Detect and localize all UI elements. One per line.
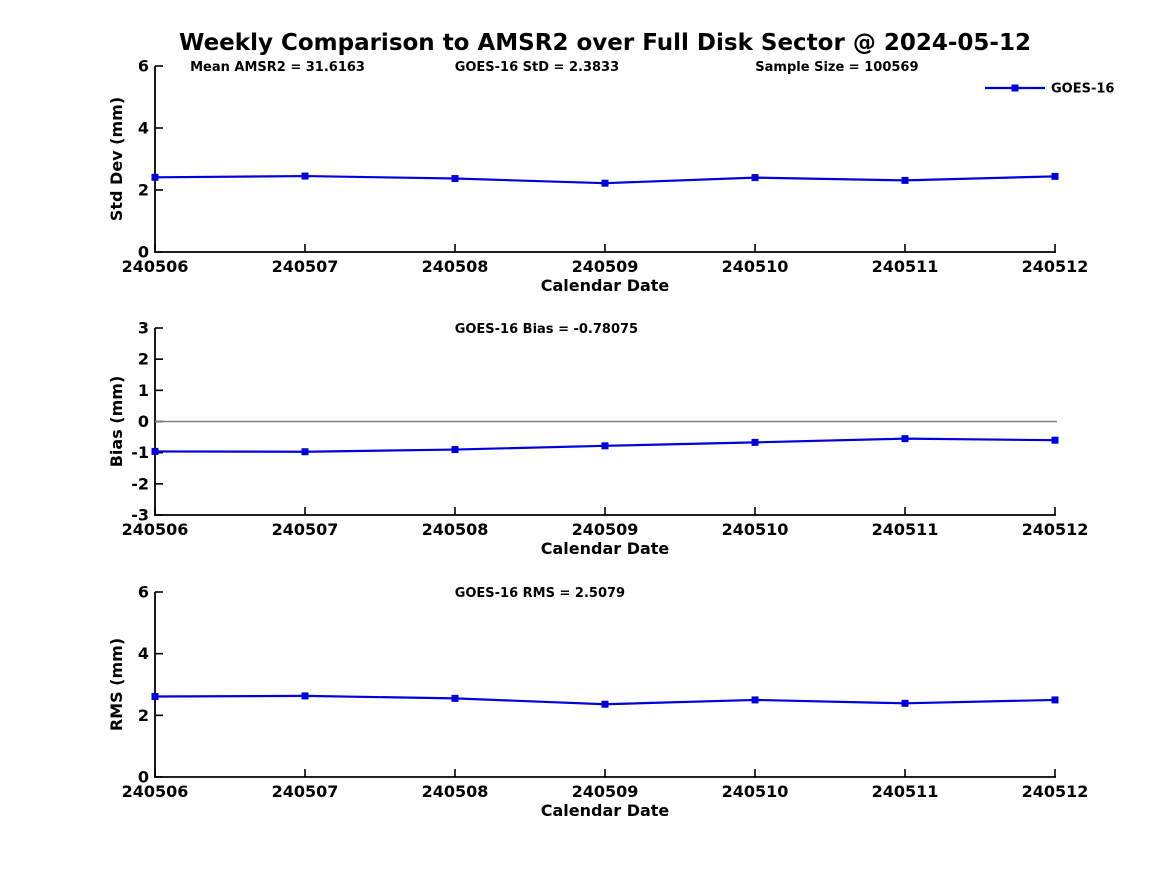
series-marker — [301, 692, 309, 700]
x-tick-label: 240507 — [272, 520, 339, 539]
x-tick-label: 240511 — [872, 782, 939, 801]
series-marker — [451, 694, 459, 702]
x-tick-label: 240512 — [1022, 782, 1089, 801]
x-tick-label: 240509 — [572, 257, 639, 276]
x-tick-label: 240506 — [122, 520, 189, 539]
x-tick-label: 240510 — [722, 782, 789, 801]
y-tick-label: 2 — [138, 350, 149, 369]
x-tick-label: 240506 — [122, 782, 189, 801]
legend-label: GOES-16 — [1051, 82, 1114, 97]
x-tick-label: 240510 — [722, 257, 789, 276]
y-tick-label: 2 — [138, 181, 149, 200]
series-marker — [1051, 436, 1059, 444]
y-tick-label: -1 — [131, 443, 149, 462]
annotation-text: GOES-16 Bias = -0.78075 — [455, 322, 638, 337]
x-tick-label: 240512 — [1022, 520, 1089, 539]
y-tick-label: 1 — [138, 381, 149, 400]
series-marker — [301, 448, 309, 456]
annotation-text: Mean AMSR2 = 31.6163 — [190, 60, 365, 75]
series-marker — [1051, 172, 1059, 180]
series-marker — [751, 438, 759, 446]
x-tick-label: 240509 — [572, 520, 639, 539]
annotation-text: GOES-16 RMS = 2.5079 — [455, 586, 625, 601]
bias-subplot: -3 -2 -1 0 1 2 3 240506 240507 240508 240509 240510… — [107, 319, 1088, 559]
series-marker — [901, 699, 909, 707]
x-tick-label: 240509 — [572, 782, 639, 801]
series-marker — [751, 696, 759, 704]
y-axis-label: RMS (mm) — [107, 638, 126, 731]
series-marker — [601, 700, 609, 708]
series-marker — [451, 446, 459, 454]
legend-marker — [1011, 84, 1019, 92]
y-tick-label: 0 — [138, 412, 149, 431]
series-marker — [301, 172, 309, 180]
x-tick-label: 240512 — [1022, 257, 1089, 276]
y-tick-label: 2 — [138, 706, 149, 725]
y-tick-label: -2 — [131, 474, 149, 493]
series-marker — [451, 175, 459, 183]
x-tick-label: 240507 — [272, 782, 339, 801]
x-tick-label: 240510 — [722, 520, 789, 539]
series-marker — [151, 447, 159, 455]
y-tick-label: 6 — [138, 57, 149, 76]
y-tick-label: -3 — [131, 506, 149, 525]
stddev-subplot: 0 2 4 6 240506 240507 240508 240509 240510 240511… — [107, 57, 1114, 296]
y-tick-label: 3 — [138, 319, 149, 338]
y-tick-label: 4 — [138, 644, 149, 663]
y-axis-label: Bias (mm) — [107, 376, 126, 468]
y-tick-label: 0 — [138, 243, 149, 262]
series-marker — [601, 442, 609, 450]
series-marker — [1051, 696, 1059, 704]
x-tick-label: 240508 — [422, 257, 489, 276]
series-marker — [901, 176, 909, 184]
annotation-text: Sample Size = 100569 — [755, 60, 918, 75]
y-tick-label: 4 — [138, 119, 149, 138]
rms-subplot: 0 2 4 6 240506 240507 240508 240509 240510 240511… — [107, 583, 1088, 821]
y-tick-label: 0 — [138, 768, 149, 787]
x-tick-label: 240508 — [422, 520, 489, 539]
legend: GOES-16 — [985, 82, 1114, 97]
x-tick-label: 240506 — [122, 257, 189, 276]
x-tick-label: 240507 — [272, 257, 339, 276]
x-tick-label: 240511 — [872, 520, 939, 539]
x-tick-label: 240511 — [872, 257, 939, 276]
x-axis-label: Calendar Date — [541, 276, 670, 295]
series-marker — [601, 179, 609, 187]
y-tick-label: 6 — [138, 583, 149, 602]
x-tick-label: 240508 — [422, 782, 489, 801]
x-axis-label: Calendar Date — [541, 801, 670, 820]
chart-title: Weekly Comparison to AMSR2 over Full Dis… — [179, 30, 1031, 56]
series-marker — [901, 435, 909, 443]
series-marker — [151, 173, 159, 181]
series-marker — [151, 693, 159, 701]
series-marker — [751, 174, 759, 182]
annotation-text: GOES-16 StD = 2.3833 — [455, 60, 619, 75]
x-axis-label: Calendar Date — [541, 539, 670, 558]
y-axis-label: Std Dev (mm) — [107, 97, 126, 221]
